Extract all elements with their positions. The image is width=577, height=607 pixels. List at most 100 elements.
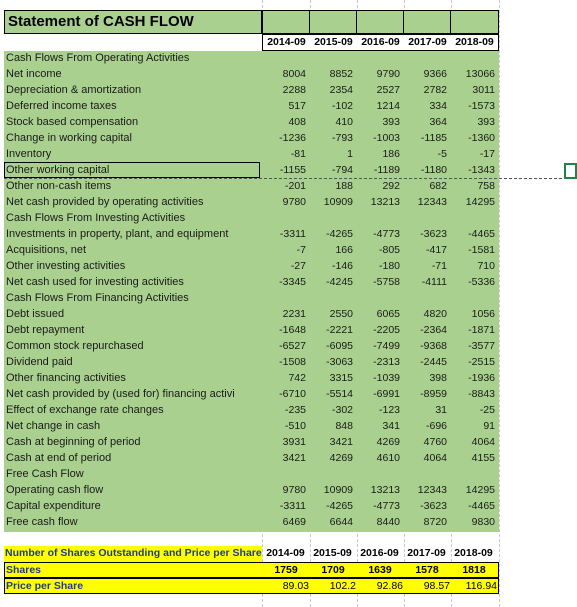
- row-value[interactable]: 9790: [376, 68, 400, 80]
- row-value[interactable]: -5758: [373, 276, 400, 288]
- row-value[interactable]: -235: [284, 404, 306, 416]
- row-value[interactable]: -1155: [279, 164, 306, 176]
- row-value[interactable]: 4155: [471, 452, 495, 464]
- row-value[interactable]: 292: [382, 180, 400, 192]
- row-label[interactable]: Capital expenditure: [6, 500, 101, 512]
- header-cell[interactable]: [309, 10, 357, 34]
- row-value[interactable]: 10909: [323, 484, 353, 496]
- row-value[interactable]: 186: [382, 148, 400, 160]
- row-value[interactable]: 2527: [376, 84, 400, 96]
- row-label[interactable]: Free Cash Flow: [6, 468, 84, 480]
- row-value[interactable]: -6095: [326, 340, 353, 352]
- row-value[interactable]: -71: [431, 260, 447, 272]
- year-header[interactable]: 2014-09: [267, 36, 306, 48]
- shares-value[interactable]: 1578: [415, 564, 439, 576]
- row-value[interactable]: -1343: [468, 164, 495, 176]
- row-value[interactable]: -102: [331, 100, 353, 112]
- row-value[interactable]: 9366: [423, 68, 447, 80]
- row-value[interactable]: -805: [378, 244, 400, 256]
- row-label[interactable]: Other financing activities: [6, 372, 126, 384]
- row-value[interactable]: 8004: [282, 68, 306, 80]
- row-value[interactable]: -1236: [279, 132, 306, 144]
- row-value[interactable]: -7499: [373, 340, 400, 352]
- row-value[interactable]: 364: [429, 116, 447, 128]
- year-header[interactable]: 2017-09: [408, 36, 447, 48]
- row-value[interactable]: 4269: [329, 452, 353, 464]
- row-value[interactable]: -2313: [373, 356, 400, 368]
- row-label[interactable]: Change in working capital: [6, 132, 132, 144]
- row-value[interactable]: -2205: [373, 324, 400, 336]
- row-value[interactable]: -9368: [420, 340, 447, 352]
- row-value[interactable]: -5336: [468, 276, 495, 288]
- row-value[interactable]: -1180: [420, 164, 447, 176]
- row-value[interactable]: 341: [382, 420, 400, 432]
- row-value[interactable]: 2288: [282, 84, 306, 96]
- row-value[interactable]: 393: [382, 116, 400, 128]
- row-value[interactable]: 334: [429, 100, 447, 112]
- row-label[interactable]: Depreciation & amortization: [6, 84, 142, 96]
- row-value[interactable]: -696: [425, 420, 447, 432]
- header-cell[interactable]: [450, 10, 499, 34]
- row-value[interactable]: 10909: [323, 196, 353, 208]
- row-value[interactable]: 91: [483, 420, 495, 432]
- row-value[interactable]: 710: [477, 260, 495, 272]
- row-value[interactable]: 13213: [370, 196, 400, 208]
- row-value[interactable]: 8720: [423, 516, 447, 528]
- row-value[interactable]: -1185: [420, 132, 447, 144]
- row-value[interactable]: -3577: [468, 340, 495, 352]
- row-label[interactable]: Net cash provided by operating activitie…: [6, 196, 204, 208]
- row-value[interactable]: 1: [347, 148, 353, 160]
- row-label[interactable]: Other non-cash items: [6, 180, 112, 192]
- price-value[interactable]: 92.86: [376, 580, 403, 592]
- row-value[interactable]: 2231: [282, 308, 306, 320]
- row-value[interactable]: -7: [296, 244, 306, 256]
- row-value[interactable]: -6527: [279, 340, 306, 352]
- row-value[interactable]: 14295: [465, 484, 495, 496]
- row-value[interactable]: -17: [479, 148, 495, 160]
- row-value[interactable]: -2364: [420, 324, 447, 336]
- row-value[interactable]: 758: [477, 180, 495, 192]
- shares-label[interactable]: Shares: [6, 564, 42, 576]
- row-value[interactable]: -2445: [420, 356, 447, 368]
- row-value[interactable]: 4269: [376, 436, 400, 448]
- shares-value[interactable]: 1709: [321, 564, 345, 576]
- row-value[interactable]: -3311: [279, 500, 306, 512]
- row-value[interactable]: -27: [290, 260, 306, 272]
- row-value[interactable]: 4064: [471, 436, 495, 448]
- year-header[interactable]: 2018-09: [454, 547, 493, 559]
- row-value[interactable]: -4773: [373, 500, 400, 512]
- row-value[interactable]: 4610: [376, 452, 400, 464]
- row-value[interactable]: 9780: [282, 196, 306, 208]
- row-value[interactable]: -3311: [279, 228, 306, 240]
- header-cell[interactable]: [262, 10, 310, 34]
- selected-cell[interactable]: [564, 163, 577, 179]
- row-label[interactable]: Net change in cash: [6, 420, 101, 432]
- row-label[interactable]: Dividend paid: [6, 356, 73, 368]
- year-header[interactable]: 2018-09: [455, 36, 494, 48]
- row-label[interactable]: Cash at beginning of period: [6, 436, 141, 448]
- row-value[interactable]: -2221: [326, 324, 353, 336]
- row-value[interactable]: -201: [284, 180, 306, 192]
- row-value[interactable]: 8852: [329, 68, 353, 80]
- row-value[interactable]: -3063: [326, 356, 353, 368]
- row-label[interactable]: Debt issued: [6, 308, 65, 320]
- row-value[interactable]: -4265: [326, 500, 353, 512]
- row-value[interactable]: 517: [288, 100, 306, 112]
- shares-value[interactable]: 1759: [274, 564, 298, 576]
- row-value[interactable]: 408: [288, 116, 306, 128]
- row-value[interactable]: -6991: [373, 388, 400, 400]
- row-value[interactable]: 2354: [329, 84, 353, 96]
- row-value[interactable]: 2550: [329, 308, 353, 320]
- row-label[interactable]: Net cash used for investing activities: [6, 276, 184, 288]
- shares-value[interactable]: 1639: [368, 564, 392, 576]
- year-header[interactable]: 2016-09: [361, 36, 400, 48]
- row-value[interactable]: 9780: [282, 484, 306, 496]
- year-header[interactable]: 2015-09: [313, 547, 352, 559]
- row-label[interactable]: Investments in property, plant, and equi…: [6, 228, 229, 240]
- row-label[interactable]: Stock based compensation: [6, 116, 139, 128]
- row-label[interactable]: Other working capital: [6, 164, 110, 176]
- row-value[interactable]: -1360: [468, 132, 495, 144]
- row-value[interactable]: -1648: [279, 324, 306, 336]
- row-value[interactable]: -417: [425, 244, 447, 256]
- row-label[interactable]: Net income: [6, 68, 62, 80]
